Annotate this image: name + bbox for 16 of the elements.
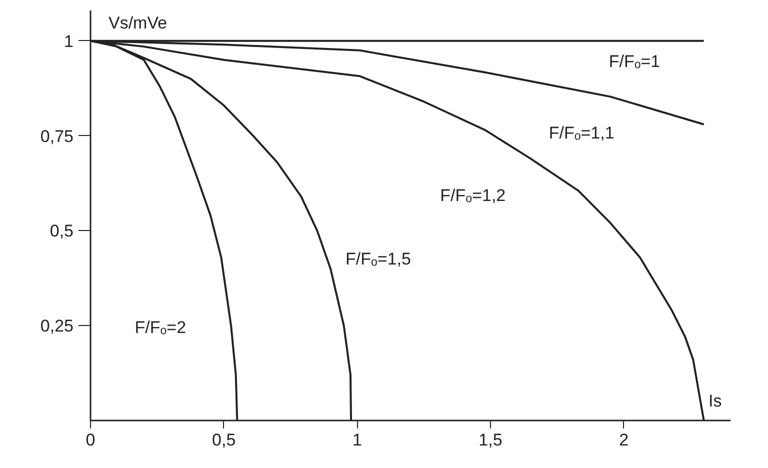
x-tick-label: 1,5 [478,430,502,450]
text: F/Fₒ=2 [134,318,186,337]
series-label: F/Fₒ=1,1 [548,123,614,142]
x-tick-label: 0,5 [212,430,236,450]
x-tick-label: 2 [619,430,629,450]
text: F/Fₒ=1,2 [440,186,506,206]
series-label: F/Fₒ=1 [608,52,660,71]
y-tick-label: 0,75 [40,126,74,146]
y-tick-label: 1 [64,32,74,51]
x-tick-label: 1 [352,430,362,450]
x-tick-label: 0 [86,430,96,450]
y-tick-label: 0,25 [40,316,74,336]
series-label: F/Fₒ=1,5 [346,250,411,269]
y-axis-title: Vs/mVe [108,14,168,32]
x-axis-title: Is [708,392,722,410]
y-tick-label: 0,5 [50,222,74,241]
